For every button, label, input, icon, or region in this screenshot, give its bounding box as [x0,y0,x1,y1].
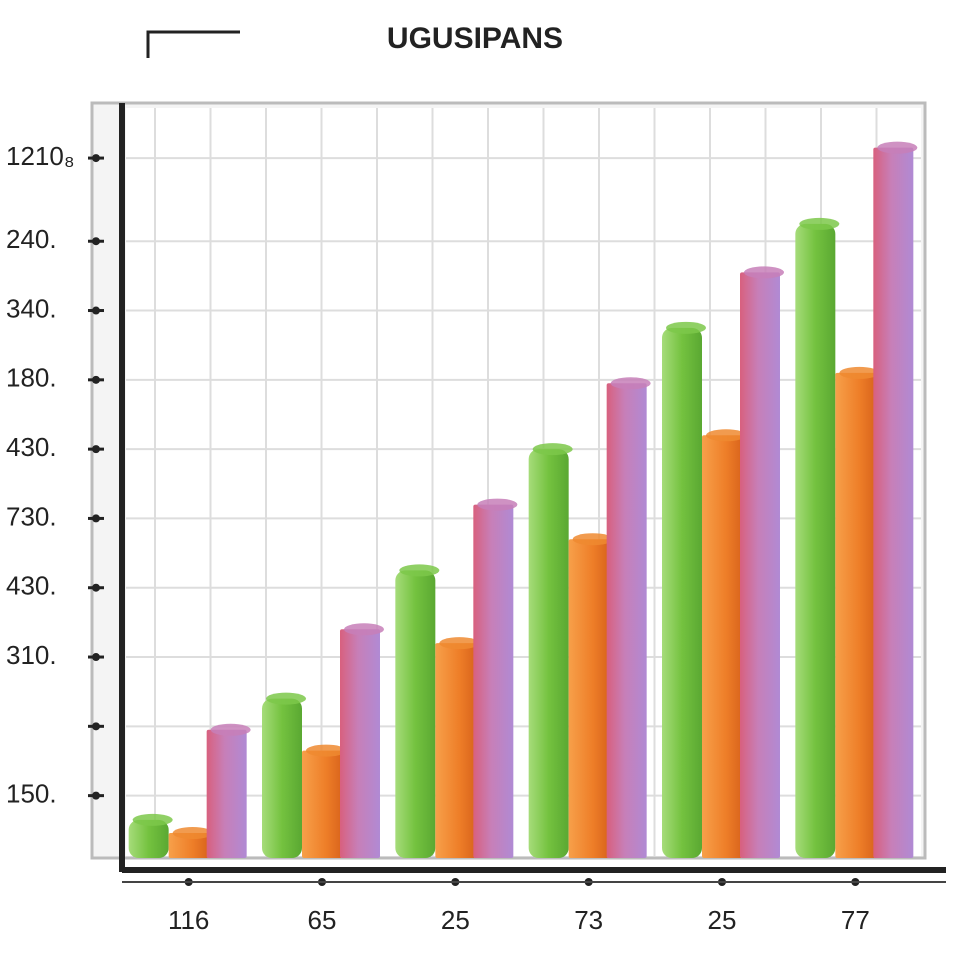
bar [395,570,436,858]
bar [340,629,380,858]
y-tick-dot [92,306,100,315]
y-tick-dot [92,445,100,454]
bar [740,272,780,858]
bar-cap [610,377,651,390]
y-tick-dot [92,375,100,384]
y-tick-label: 310. [6,640,57,670]
chart-title: UGUSIPANS [387,22,563,55]
bar [835,372,876,858]
x-tick-label: 65 [308,905,337,935]
bar-cap [266,692,306,705]
y-tick-label: 1210₈ [6,141,75,171]
plot-area [126,108,921,856]
bar-cap [132,813,173,826]
bar [128,819,169,858]
y-tick-label: 430. [6,432,57,462]
y-tick-label: 180. [6,363,57,393]
bar [662,327,702,859]
y-tick-dot [92,653,100,662]
bar-cap [877,141,918,154]
bar [435,643,476,858]
bar [606,383,647,858]
bar [168,833,209,858]
y-tick-label: 730. [6,501,57,531]
y-tick-dot [92,514,100,523]
y-tick-dot [92,154,100,163]
y-tick-label: 150. [6,779,57,809]
bar [473,504,514,858]
y-tick-dot [92,791,100,800]
x-tick-label: 77 [841,905,870,935]
bar [206,729,247,858]
corner-mark [146,30,240,58]
bar-cap [706,429,746,442]
bar-cap [172,827,213,840]
y-tick-label: 240. [6,224,57,254]
x-tick-label: 73 [574,905,603,935]
bar [873,147,914,859]
bar-cap [477,498,518,511]
bar-cap [399,564,440,577]
bar [568,539,609,858]
y-tick-dot [92,722,100,731]
y-tick-dot [92,237,100,246]
y-tick-label: 430. [6,571,57,601]
y-tick-label: 340. [6,293,57,323]
bar-cap [666,321,706,334]
bar [302,750,342,858]
bar-cap [572,533,613,546]
bar [702,435,742,858]
x-tick-label: 116 [168,905,209,935]
bar [262,698,302,858]
bar [795,223,836,858]
x-tick-label: 25 [708,905,737,935]
bar-cap [210,723,251,736]
x-tick-label: 25 [441,905,470,935]
bar-cap [839,366,880,379]
bar-cap [532,443,573,456]
bar [528,449,569,858]
bar-cap [439,637,480,650]
bar-cap [799,217,840,230]
bar-cap [344,623,384,636]
bar-cap [744,266,784,279]
y-tick-dot [92,583,100,592]
bar-cap [306,744,346,757]
